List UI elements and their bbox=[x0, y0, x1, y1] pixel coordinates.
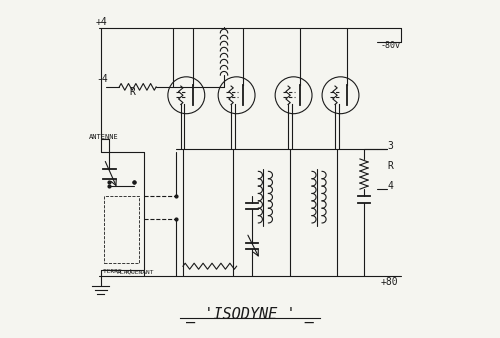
Text: 4: 4 bbox=[388, 181, 394, 191]
Text: R: R bbox=[130, 87, 135, 97]
Text: -4: -4 bbox=[96, 74, 108, 84]
Text: _ 'ISODYNE ' _: _ 'ISODYNE ' _ bbox=[186, 307, 314, 323]
Text: +80: +80 bbox=[380, 276, 398, 287]
Text: -80v: -80v bbox=[380, 41, 400, 50]
Text: 3: 3 bbox=[388, 141, 394, 151]
Text: ANTENNE: ANTENNE bbox=[89, 134, 119, 140]
Text: +4: +4 bbox=[96, 17, 108, 27]
Text: R: R bbox=[388, 161, 394, 171]
Text: PLAQUENANT: PLAQUENANT bbox=[116, 269, 154, 274]
Text: TERRE et: TERRE et bbox=[102, 269, 132, 274]
